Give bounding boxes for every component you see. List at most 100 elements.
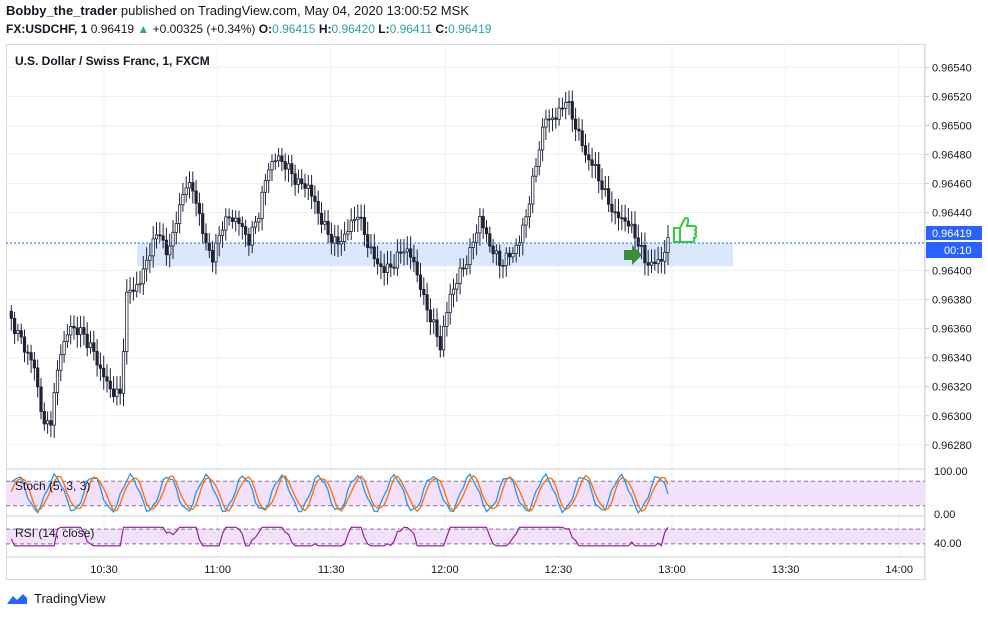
candle-body (92, 342, 96, 352)
candle-body (534, 166, 538, 177)
candle-body (303, 183, 307, 189)
candle-body (382, 266, 386, 273)
candle-body (653, 261, 657, 265)
close-label: C: (435, 22, 449, 36)
candle-body (501, 265, 505, 267)
candle-body (144, 259, 149, 270)
candle-body (580, 130, 584, 147)
candle-body (494, 250, 499, 255)
publish-line: Bobby_the_trader published on TradingVie… (6, 3, 469, 18)
price-tick-label: 0.96340 (932, 353, 972, 365)
price-tick-label: 0.96380 (932, 295, 972, 307)
candle-body (59, 354, 63, 371)
candle-body (656, 259, 660, 265)
candle-body (603, 188, 607, 191)
candle-body (194, 190, 198, 204)
time-ticks: 10:30 11:00 11:30 12:00 12:30 13:00 13:30 14:00 (90, 564, 913, 576)
candle-body (524, 216, 528, 226)
rsi-line (10, 526, 669, 547)
candle-body (623, 217, 627, 222)
candle-body (243, 226, 248, 235)
candle-body (224, 216, 228, 231)
price-ticks: 0.96540 0.96520 0.96500 0.96480 0.96460 0.964… (925, 62, 972, 452)
candle-body (445, 312, 449, 327)
candle-body (230, 217, 234, 222)
candle-body (220, 229, 225, 236)
candle-body (488, 233, 492, 247)
candle-body (217, 234, 221, 244)
candle-body (507, 252, 512, 258)
candle-body (214, 242, 218, 263)
candle-body (458, 267, 462, 284)
candle-body (574, 118, 578, 130)
candle-body (451, 288, 456, 295)
candle-body (270, 161, 274, 171)
candle-body (547, 118, 551, 121)
stoch-k-line (10, 472, 669, 515)
candle-body (600, 180, 604, 191)
candle-body (554, 117, 558, 120)
candle-body (412, 256, 416, 263)
candle-body (432, 319, 436, 323)
support-zone (137, 243, 733, 267)
candles (9, 90, 670, 439)
candle-body (296, 178, 301, 185)
candle-body (389, 263, 393, 268)
candle-body (366, 234, 370, 248)
rsi-label: RSI (14, close) (15, 526, 94, 540)
candle-body (666, 236, 670, 253)
candle-body (607, 188, 611, 205)
candle-body (428, 309, 433, 323)
candle-body (626, 220, 631, 227)
candle-body (392, 266, 396, 269)
high-value: 0.96420 (331, 22, 375, 36)
tradingview-logo-icon (7, 593, 27, 604)
candle-body (326, 220, 330, 235)
candle-body (422, 289, 426, 296)
brand-name[interactable]: TradingView (34, 591, 106, 606)
candle-body (630, 223, 634, 227)
candle-body (280, 155, 284, 163)
candle-body (537, 149, 541, 167)
candle-body (16, 330, 20, 335)
candle-body (237, 217, 241, 224)
candle-body (570, 101, 574, 120)
candle-body (402, 251, 406, 254)
author-name[interactable]: Bobby_the_trader (6, 3, 118, 18)
candle-body (79, 327, 83, 336)
candle-body (514, 244, 518, 254)
candle-body (399, 251, 403, 254)
time-tick-label: 12:00 (431, 564, 459, 576)
candle-body (204, 233, 208, 244)
thumbs-up-icon[interactable] (673, 216, 698, 243)
candle-body (29, 352, 33, 361)
candle-body (465, 264, 469, 270)
candle-body (65, 334, 69, 342)
symbol-line: FX:USDCHF, 1 0.96419 ▲ +0.00325 (+0.34%)… (6, 22, 491, 36)
last-price-tag (926, 226, 982, 240)
candle-body (643, 245, 647, 264)
price-tick-label: 0.96520 (932, 91, 972, 103)
candle-body (319, 212, 324, 225)
time-tick-label: 10:30 (90, 564, 118, 576)
candle-body (98, 364, 102, 369)
price-tick-label: 0.96400 (932, 266, 972, 278)
candle-body (286, 163, 291, 170)
price-tick-label: 0.96500 (932, 120, 972, 132)
candle-body (517, 242, 522, 246)
candle-body (46, 420, 50, 425)
arrow-marker[interactable] (624, 245, 642, 265)
candle-body (659, 259, 664, 262)
time-tick-label: 11:00 (204, 564, 231, 576)
candle-body (234, 217, 238, 222)
candle-body (333, 236, 337, 244)
candle-body (102, 367, 106, 378)
candle-body (121, 351, 126, 394)
candle-body (293, 173, 297, 185)
time-tick-label: 14:00 (885, 564, 913, 576)
candle-body (316, 200, 320, 214)
time-tick-label: 13:30 (772, 564, 800, 576)
candle-body (32, 359, 37, 369)
low-value: 0.96411 (389, 22, 433, 36)
